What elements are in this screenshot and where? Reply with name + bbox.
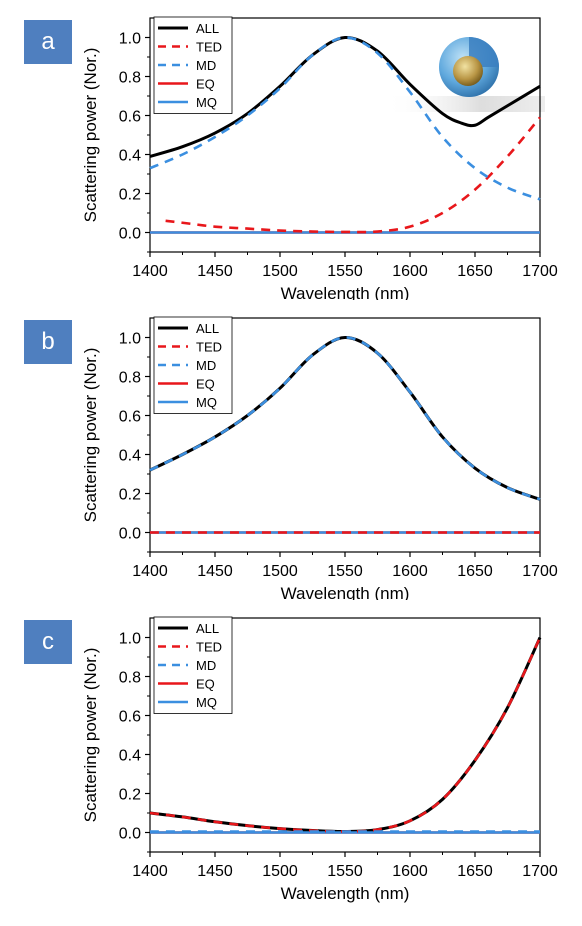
y-tick-label: 0.6 bbox=[119, 709, 141, 726]
x-tick-label: 1700 bbox=[522, 863, 558, 880]
y-tick-label: 1.0 bbox=[119, 631, 141, 648]
y-tick-label: 0.6 bbox=[119, 109, 141, 126]
x-tick-label: 1400 bbox=[132, 263, 168, 280]
y-tick-label: 1.0 bbox=[119, 331, 141, 348]
legend-label-all: ALL bbox=[196, 621, 219, 636]
legend-label-eq: EQ bbox=[196, 77, 215, 92]
x-tick-label: 1500 bbox=[262, 263, 298, 280]
y-tick-label: 0.2 bbox=[119, 487, 141, 504]
y-tick-label: 0.0 bbox=[119, 226, 141, 243]
series-line-md bbox=[149, 336, 541, 501]
y-axis-label: Scattering power (Nor.) bbox=[81, 48, 100, 223]
legend-label-md: MD bbox=[196, 58, 216, 73]
y-tick-label: 0.4 bbox=[119, 748, 141, 765]
x-tick-label: 1700 bbox=[522, 563, 558, 580]
series-line-md bbox=[149, 36, 541, 201]
x-axis-label: Wavelength (nm) bbox=[281, 284, 410, 300]
y-tick-label: 0.0 bbox=[119, 826, 141, 843]
legend-label-eq: EQ bbox=[196, 677, 215, 692]
x-tick-label: 1650 bbox=[457, 263, 493, 280]
chart-svg: 0.0 0.2 0.4 0.6 0.8 1.0 1400 1450 1500 1550 1600 16… bbox=[81, 316, 558, 603]
x-tick-label: 1400 bbox=[132, 563, 168, 580]
x-tick-label: 1450 bbox=[197, 263, 233, 280]
x-tick-label: 1500 bbox=[262, 863, 298, 880]
y-tick-label: 0.6 bbox=[119, 409, 141, 426]
legend-label-ted: TED bbox=[196, 40, 222, 55]
x-tick-label: 1600 bbox=[392, 863, 428, 880]
series-line-all bbox=[149, 35, 541, 158]
legend-label-ted: TED bbox=[196, 640, 222, 655]
x-tick-label: 1650 bbox=[457, 863, 493, 880]
legend-label-all: ALL bbox=[196, 321, 219, 336]
x-tick-label: 1700 bbox=[522, 263, 558, 280]
y-tick-label: 0.8 bbox=[119, 370, 141, 387]
legend-box bbox=[153, 616, 233, 714]
y-tick-label: 0.8 bbox=[119, 70, 141, 87]
legend-label-mq: MQ bbox=[196, 695, 217, 710]
x-tick-label: 1400 bbox=[132, 863, 168, 880]
chart-panel-c: c 0.0 0.2 0.4 0.6 0.8 1.0 1400 1450 1500 1550 1600… bbox=[0, 600, 582, 903]
chart-svg: 0.0 0.2 0.4 0.6 0.8 1.0 1400 1450 1500 1550 1600 16… bbox=[81, 16, 558, 303]
y-tick-label: 0.4 bbox=[119, 448, 141, 465]
x-axis-label: Wavelength (nm) bbox=[281, 584, 410, 600]
x-tick-label: 1550 bbox=[327, 563, 363, 580]
legend-label-ted: TED bbox=[196, 340, 222, 355]
y-axis-label: Scattering power (Nor.) bbox=[81, 648, 100, 823]
x-tick-label: 1450 bbox=[197, 863, 233, 880]
x-axis-label: Wavelength (nm) bbox=[281, 884, 410, 903]
x-tick-label: 1550 bbox=[327, 263, 363, 280]
y-tick-label: 1.0 bbox=[119, 31, 141, 48]
y-axis-label: Scattering power (Nor.) bbox=[81, 348, 100, 523]
legend-label-all: ALL bbox=[196, 21, 219, 36]
legend-label-mq: MQ bbox=[196, 395, 217, 410]
inset-core bbox=[453, 56, 483, 86]
legend-label-mq: MQ bbox=[196, 95, 217, 110]
x-tick-label: 1600 bbox=[392, 563, 428, 580]
y-tick-label: 0.4 bbox=[119, 148, 141, 165]
legend-box bbox=[153, 316, 233, 414]
y-tick-label: 0.8 bbox=[119, 670, 141, 687]
chart-panel-b: b 0.0 0.2 0.4 0.6 0.8 1.0 1400 1450 1500 1550 1600… bbox=[0, 300, 582, 603]
x-tick-label: 1650 bbox=[457, 563, 493, 580]
y-tick-label: 0.2 bbox=[119, 787, 141, 804]
panel-label: b bbox=[24, 320, 72, 364]
panel-label: a bbox=[24, 20, 72, 64]
y-tick-label: 0.2 bbox=[119, 187, 141, 204]
legend-label-md: MD bbox=[196, 658, 216, 673]
legend-label-md: MD bbox=[196, 358, 216, 373]
chart-panel-a: a 0.0 0.2 0.4 0.6 0.8 1.0 1400 1450 1500 1550 1600… bbox=[0, 0, 582, 303]
series-line-ted bbox=[165, 116, 541, 234]
x-tick-label: 1450 bbox=[197, 563, 233, 580]
legend-box bbox=[153, 16, 233, 114]
y-tick-label: 0.0 bbox=[119, 526, 141, 543]
x-tick-label: 1600 bbox=[392, 263, 428, 280]
x-tick-label: 1550 bbox=[327, 863, 363, 880]
panel-label: c bbox=[24, 620, 72, 664]
legend-label-eq: EQ bbox=[196, 377, 215, 392]
chart-svg: 0.0 0.2 0.4 0.6 0.8 1.0 1400 1450 1500 1550 1600 16… bbox=[81, 616, 558, 903]
x-tick-label: 1500 bbox=[262, 563, 298, 580]
